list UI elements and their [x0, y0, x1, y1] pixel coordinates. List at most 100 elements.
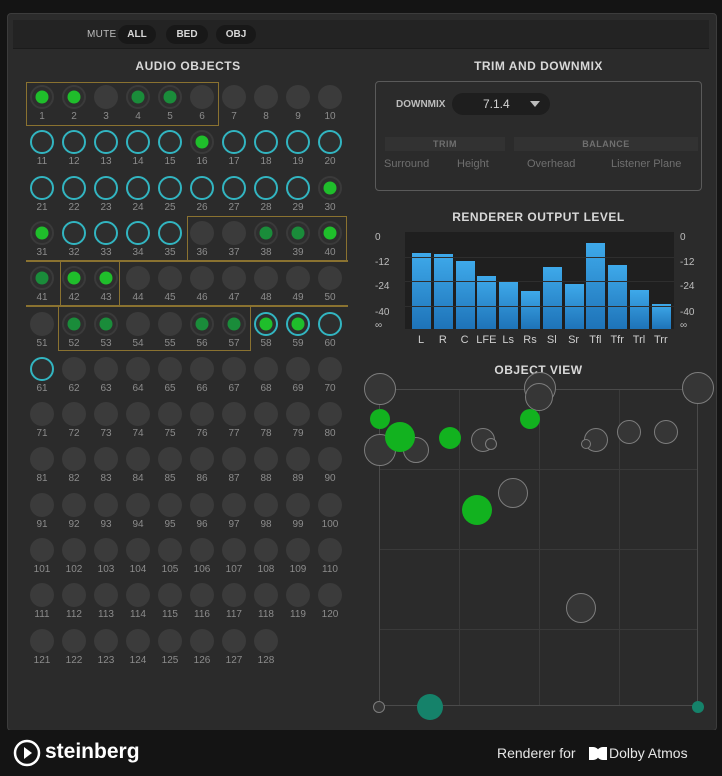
- audio-object-67[interactable]: [222, 356, 246, 381]
- audio-object-23[interactable]: [94, 175, 118, 200]
- audio-object-62[interactable]: [62, 356, 86, 381]
- audio-object-12[interactable]: [62, 130, 86, 155]
- audio-object-42[interactable]: [62, 266, 86, 291]
- object-view-object[interactable]: [485, 438, 497, 450]
- audio-object-9[interactable]: [286, 85, 310, 109]
- object-view-field[interactable]: [379, 389, 698, 706]
- object-view-object[interactable]: [520, 409, 540, 429]
- object-view-object[interactable]: [584, 428, 608, 452]
- object-view-object[interactable]: [525, 383, 553, 411]
- audio-object-13[interactable]: [94, 130, 118, 155]
- audio-object-52[interactable]: [62, 311, 86, 336]
- object-view-object[interactable]: [373, 701, 385, 713]
- audio-object-29[interactable]: [286, 175, 310, 200]
- audio-object-15[interactable]: [158, 130, 182, 155]
- overhead-label[interactable]: Overhead: [527, 158, 576, 170]
- audio-object-25[interactable]: [158, 175, 182, 200]
- mute-all-button[interactable]: ALL: [118, 25, 156, 44]
- audio-object-11[interactable]: [30, 130, 54, 155]
- audio-object-22[interactable]: [62, 175, 86, 200]
- audio-object-103[interactable]: [94, 538, 118, 562]
- audio-object-48[interactable]: [254, 266, 278, 291]
- audio-object-126[interactable]: [190, 628, 214, 653]
- audio-object-50[interactable]: [318, 266, 342, 291]
- audio-object-109[interactable]: [286, 538, 310, 562]
- audio-object-78[interactable]: [254, 402, 278, 427]
- audio-object-86[interactable]: [190, 447, 214, 472]
- audio-object-98[interactable]: [254, 492, 278, 517]
- audio-object-94[interactable]: [126, 492, 150, 517]
- audio-object-71[interactable]: [30, 402, 54, 427]
- audio-object-82[interactable]: [62, 447, 86, 472]
- audio-object-114[interactable]: [126, 583, 150, 608]
- object-view-object[interactable]: [364, 373, 396, 405]
- audio-object-85[interactable]: [158, 447, 182, 472]
- audio-object-64[interactable]: [126, 356, 150, 381]
- audio-object-33[interactable]: [94, 220, 118, 245]
- object-view-object[interactable]: [370, 409, 390, 429]
- audio-object-70[interactable]: [318, 356, 342, 381]
- audio-object-24[interactable]: [126, 175, 150, 200]
- audio-object-37[interactable]: [222, 220, 246, 245]
- audio-object-7[interactable]: [222, 85, 246, 109]
- audio-object-119[interactable]: [286, 583, 310, 608]
- object-view-object[interactable]: [692, 701, 704, 713]
- audio-object-89[interactable]: [286, 447, 310, 472]
- audio-object-104[interactable]: [126, 538, 150, 562]
- audio-object-4[interactable]: [126, 85, 150, 109]
- audio-object-3[interactable]: [94, 85, 118, 109]
- audio-object-123[interactable]: [94, 628, 118, 653]
- object-view-object[interactable]: [617, 420, 641, 444]
- mute-bed-button[interactable]: BED: [166, 25, 208, 44]
- audio-object-58[interactable]: [254, 311, 278, 336]
- audio-object-8[interactable]: [254, 85, 278, 109]
- audio-object-10[interactable]: [318, 85, 342, 109]
- audio-object-59[interactable]: [286, 311, 310, 336]
- audio-object-124[interactable]: [126, 628, 150, 653]
- audio-object-74[interactable]: [126, 402, 150, 427]
- audio-object-105[interactable]: [158, 538, 182, 562]
- audio-object-54[interactable]: [126, 311, 150, 336]
- audio-object-108[interactable]: [254, 538, 278, 562]
- audio-object-68[interactable]: [254, 356, 278, 381]
- object-view-object[interactable]: [581, 439, 591, 449]
- audio-object-73[interactable]: [94, 402, 118, 427]
- audio-object-113[interactable]: [94, 583, 118, 608]
- audio-object-107[interactable]: [222, 538, 246, 562]
- audio-object-111[interactable]: [30, 583, 54, 608]
- audio-object-95[interactable]: [158, 492, 182, 517]
- height-label[interactable]: Height: [457, 158, 489, 170]
- audio-object-65[interactable]: [158, 356, 182, 381]
- audio-object-84[interactable]: [126, 447, 150, 472]
- mute-obj-button[interactable]: OBJ: [216, 25, 256, 44]
- object-view-object[interactable]: [417, 694, 443, 720]
- audio-object-72[interactable]: [62, 402, 86, 427]
- audio-object-30[interactable]: [318, 175, 342, 200]
- audio-object-5[interactable]: [158, 85, 182, 109]
- audio-object-120[interactable]: [318, 583, 342, 608]
- audio-object-121[interactable]: [30, 628, 54, 653]
- audio-object-128[interactable]: [254, 628, 278, 653]
- audio-object-127[interactable]: [222, 628, 246, 653]
- audio-object-2[interactable]: [62, 85, 86, 109]
- listener-plane-label[interactable]: Listener Plane: [611, 158, 682, 170]
- audio-object-66[interactable]: [190, 356, 214, 381]
- audio-object-34[interactable]: [126, 220, 150, 245]
- object-view-object[interactable]: [498, 478, 528, 508]
- audio-object-61[interactable]: [30, 356, 54, 381]
- audio-object-112[interactable]: [62, 583, 86, 608]
- object-view-object[interactable]: [566, 593, 596, 623]
- audio-object-122[interactable]: [62, 628, 86, 653]
- audio-object-46[interactable]: [190, 266, 214, 291]
- audio-object-83[interactable]: [94, 447, 118, 472]
- audio-object-118[interactable]: [254, 583, 278, 608]
- audio-object-35[interactable]: [158, 220, 182, 245]
- audio-object-21[interactable]: [30, 175, 54, 200]
- audio-object-87[interactable]: [222, 447, 246, 472]
- audio-object-27[interactable]: [222, 175, 246, 200]
- audio-object-36[interactable]: [190, 220, 214, 245]
- object-view-object[interactable]: [462, 495, 492, 525]
- audio-object-117[interactable]: [222, 583, 246, 608]
- audio-object-19[interactable]: [286, 130, 310, 155]
- audio-object-75[interactable]: [158, 402, 182, 427]
